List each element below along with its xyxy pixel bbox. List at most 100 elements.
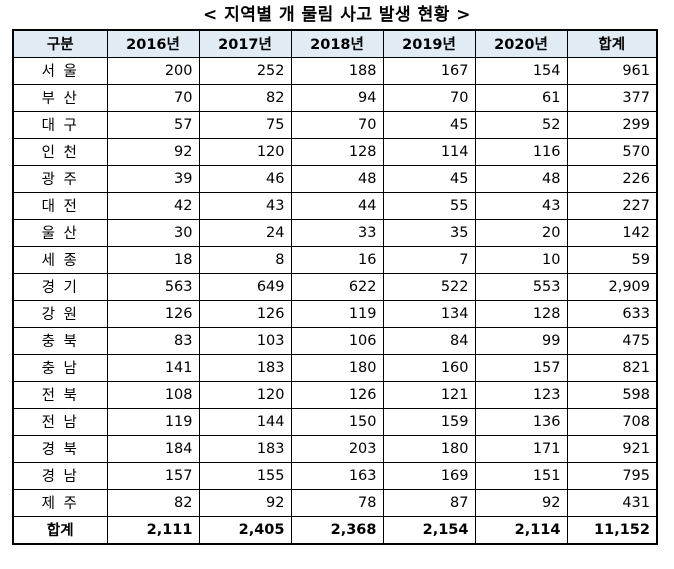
region-cell: 충 남 xyxy=(12,353,108,382)
value-cell-2016: 108 xyxy=(106,380,200,409)
value-cell-2017: 82 xyxy=(198,83,292,112)
value-cell-2016: 57 xyxy=(106,110,200,139)
value-cell-2020: 92 xyxy=(474,488,568,517)
value-cell-2020: 157 xyxy=(474,353,568,382)
value-cell-2020: 154 xyxy=(474,56,568,85)
region-cell: 서 울 xyxy=(12,56,108,85)
region-cell: 충 북 xyxy=(12,326,108,355)
table-row: 제 주 82 92 78 87 92 431 xyxy=(12,488,658,517)
value-cell-2017: 252 xyxy=(198,56,292,85)
value-cell-2018: 33 xyxy=(290,218,384,247)
value-cell-2017: 103 xyxy=(198,326,292,355)
value-cell-2020: 136 xyxy=(474,407,568,436)
total-2019: 2,154 xyxy=(382,515,476,545)
header-2016: 2016년 xyxy=(106,29,200,58)
value-cell-2016: 157 xyxy=(106,461,200,490)
value-cell-2016: 119 xyxy=(106,407,200,436)
value-cell-2016: 18 xyxy=(106,245,200,274)
total-2017: 2,405 xyxy=(198,515,292,545)
region-cell: 경 북 xyxy=(12,434,108,463)
value-cell-2019: 84 xyxy=(382,326,476,355)
value-cell-sum: 2,909 xyxy=(566,272,658,301)
total-2016: 2,111 xyxy=(106,515,200,545)
value-cell-2018: 180 xyxy=(290,353,384,382)
value-cell-2020: 20 xyxy=(474,218,568,247)
header-total: 합계 xyxy=(566,29,658,58)
total-label: 합계 xyxy=(12,515,108,545)
value-cell-2016: 200 xyxy=(106,56,200,85)
value-cell-2019: 87 xyxy=(382,488,476,517)
value-cell-2018: 106 xyxy=(290,326,384,355)
region-cell: 세 종 xyxy=(12,245,108,274)
value-cell-sum: 431 xyxy=(566,488,658,517)
value-cell-sum: 570 xyxy=(566,137,658,166)
total-2018: 2,368 xyxy=(290,515,384,545)
value-cell-2019: 167 xyxy=(382,56,476,85)
value-cell-sum: 921 xyxy=(566,434,658,463)
region-cell: 대 구 xyxy=(12,110,108,139)
total-2020: 2,114 xyxy=(474,515,568,545)
value-cell-2017: 24 xyxy=(198,218,292,247)
value-cell-2020: 10 xyxy=(474,245,568,274)
region-cell: 울 산 xyxy=(12,218,108,247)
value-cell-2020: 123 xyxy=(474,380,568,409)
value-cell-2018: 188 xyxy=(290,56,384,85)
value-cell-2016: 184 xyxy=(106,434,200,463)
value-cell-2020: 171 xyxy=(474,434,568,463)
value-cell-2017: 8 xyxy=(198,245,292,274)
value-cell-2016: 42 xyxy=(106,191,200,220)
region-cell: 경 기 xyxy=(12,272,108,301)
value-cell-2018: 150 xyxy=(290,407,384,436)
header-2018: 2018년 xyxy=(290,29,384,58)
value-cell-sum: 227 xyxy=(566,191,658,220)
value-cell-2020: 52 xyxy=(474,110,568,139)
table-row: 울 산 30 24 33 35 20 142 xyxy=(12,218,658,247)
region-cell: 강 원 xyxy=(12,299,108,328)
table-row: 서 울 200 252 188 167 154 961 xyxy=(12,56,658,85)
value-cell-2017: 120 xyxy=(198,380,292,409)
value-cell-2017: 120 xyxy=(198,137,292,166)
table-row: 광 주 39 46 48 45 48 226 xyxy=(12,164,658,193)
value-cell-2018: 622 xyxy=(290,272,384,301)
value-cell-2018: 119 xyxy=(290,299,384,328)
header-category: 구분 xyxy=(12,29,108,58)
value-cell-2020: 553 xyxy=(474,272,568,301)
total-row: 합계 2,111 2,405 2,368 2,154 2,114 11,152 xyxy=(12,515,658,545)
value-cell-sum: 633 xyxy=(566,299,658,328)
value-cell-2017: 183 xyxy=(198,434,292,463)
table-row: 대 전 42 43 44 55 43 227 xyxy=(12,191,658,220)
value-cell-2017: 75 xyxy=(198,110,292,139)
header-2020: 2020년 xyxy=(474,29,568,58)
value-cell-2017: 183 xyxy=(198,353,292,382)
table-row: 경 북 184 183 203 180 171 921 xyxy=(12,434,658,463)
value-cell-2016: 141 xyxy=(106,353,200,382)
value-cell-2018: 94 xyxy=(290,83,384,112)
value-cell-sum: 59 xyxy=(566,245,658,274)
region-cell: 광 주 xyxy=(12,164,108,193)
header-2019: 2019년 xyxy=(382,29,476,58)
value-cell-2018: 203 xyxy=(290,434,384,463)
table-row: 세 종 18 8 16 7 10 59 xyxy=(12,245,658,274)
value-cell-sum: 795 xyxy=(566,461,658,490)
value-cell-2016: 39 xyxy=(106,164,200,193)
header-2017: 2017년 xyxy=(198,29,292,58)
value-cell-sum: 708 xyxy=(566,407,658,436)
value-cell-2016: 82 xyxy=(106,488,200,517)
region-cell: 대 전 xyxy=(12,191,108,220)
table-row: 부 산 70 82 94 70 61 377 xyxy=(12,83,658,112)
region-cell: 전 북 xyxy=(12,380,108,409)
value-cell-sum: 598 xyxy=(566,380,658,409)
region-cell: 전 남 xyxy=(12,407,108,436)
table-row: 전 북 108 120 126 121 123 598 xyxy=(12,380,658,409)
table-row: 전 남 119 144 150 159 136 708 xyxy=(12,407,658,436)
region-cell: 경 남 xyxy=(12,461,108,490)
value-cell-2018: 44 xyxy=(290,191,384,220)
value-cell-2019: 7 xyxy=(382,245,476,274)
value-cell-2020: 43 xyxy=(474,191,568,220)
table-row: 충 남 141 183 180 160 157 821 xyxy=(12,353,658,382)
value-cell-2017: 46 xyxy=(198,164,292,193)
value-cell-2020: 128 xyxy=(474,299,568,328)
value-cell-2019: 134 xyxy=(382,299,476,328)
value-cell-2017: 144 xyxy=(198,407,292,436)
